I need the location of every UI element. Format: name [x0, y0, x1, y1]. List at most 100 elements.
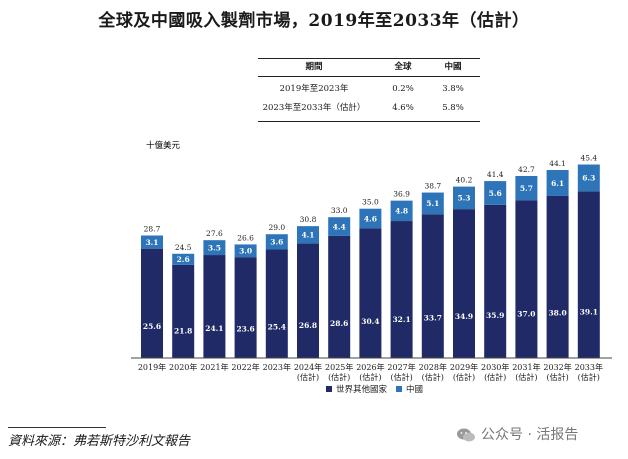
cagr-header-china: 中國 — [444, 62, 462, 72]
y-unit-label: 十億美元 — [146, 140, 181, 151]
x-tick-label: 2032年(估計) — [543, 362, 571, 382]
x-tick-label: 2031年(估計) — [512, 362, 540, 382]
source-note: 資料來源：弗若斯特沙利文報告 — [8, 434, 191, 449]
bar-china — [515, 175, 538, 201]
data-label-rest-of-world: 37.0 — [517, 310, 535, 319]
data-label-china: 3.5 — [208, 243, 221, 252]
legend-swatch-rest-of-world — [326, 386, 332, 392]
bar-china — [297, 226, 319, 244]
data-label-total: 29.0 — [268, 223, 285, 232]
bar-china — [234, 244, 257, 258]
data-label-total: 36.9 — [393, 190, 410, 199]
bar-rest-of-world — [141, 248, 163, 358]
chart-title: 全球及中國吸入製劑市場，2019年至2033年（估計） — [98, 11, 530, 31]
data-label-total: 42.7 — [518, 165, 535, 174]
data-label-rest-of-world: 25.6 — [143, 322, 161, 331]
x-tick-label: 2021年 — [200, 362, 228, 372]
data-label-china: 4.6 — [364, 214, 377, 223]
data-label-rest-of-world: 38.0 — [548, 308, 566, 317]
legend: 世界其他國家 中國 — [326, 384, 423, 395]
data-label-total: 30.8 — [300, 215, 317, 224]
data-label-total: 26.6 — [237, 233, 254, 242]
data-label-rest-of-world: 24.1 — [205, 324, 223, 333]
x-tick-label: 2033年(估計) — [575, 362, 603, 382]
x-tick-label: 2020年 — [169, 362, 197, 372]
x-tick-label: 2023年 — [263, 362, 291, 372]
x-tick-label: 2019年 — [138, 362, 166, 372]
bar-rest-of-world — [297, 243, 319, 358]
data-label-rest-of-world: 23.6 — [236, 324, 254, 333]
bar-china — [421, 192, 444, 215]
x-tick-label: 2030年(估計) — [481, 362, 509, 382]
x-tick-label: 2029年(估計) — [450, 362, 478, 382]
data-label-china: 3.0 — [239, 247, 252, 256]
bar-rest-of-world — [203, 255, 226, 358]
data-label-china: 3.1 — [145, 238, 158, 247]
data-label-china: 6.1 — [551, 179, 564, 188]
cagr-period: 2019年至2023年 — [279, 84, 349, 94]
data-label-total: 41.4 — [487, 170, 504, 179]
cagr-header-period: 期間 — [305, 62, 323, 72]
data-label-china: 4.4 — [333, 222, 346, 231]
bar-china — [203, 240, 226, 256]
bar-rest-of-world — [265, 249, 288, 358]
data-label-china: 6.3 — [582, 174, 595, 183]
cagr-header-row: 期間 全球 中國 — [258, 60, 480, 74]
data-label-rest-of-world: 39.1 — [580, 307, 598, 316]
data-label-total: 28.7 — [144, 224, 161, 233]
wechat-icon — [457, 428, 475, 442]
data-label-rest-of-world: 30.4 — [361, 317, 379, 326]
bar-rest-of-world — [484, 204, 507, 358]
cagr-global: 4.6% — [392, 103, 414, 113]
bar-china — [577, 164, 600, 192]
data-label-rest-of-world: 25.4 — [268, 322, 286, 331]
bar-china — [265, 234, 288, 250]
stacked-bar-chart: 十億美元 25.6 3.1 28.7 2019年 21.8 2.6 24.5 2020年 24.… — [131, 140, 612, 395]
data-label-china: 5.7 — [520, 184, 533, 193]
bar-rest-of-world — [515, 200, 538, 358]
bar-china — [359, 208, 382, 229]
bar-rest-of-world — [172, 264, 195, 358]
bar-rest-of-world — [453, 209, 475, 358]
legend-label-rest-of-world: 世界其他國家 — [336, 384, 388, 395]
data-label-total: 44.1 — [549, 159, 566, 168]
data-label-china: 4.8 — [395, 207, 408, 216]
x-tick-label: 2022年 — [231, 362, 259, 372]
bar-rest-of-world — [546, 195, 569, 358]
bar-rest-of-world — [359, 228, 382, 358]
data-label-china: 5.6 — [489, 189, 502, 198]
bar-china — [141, 235, 163, 249]
source-divider — [8, 427, 106, 428]
data-label-total: 33.0 — [331, 206, 348, 215]
data-label-total: 45.4 — [580, 154, 597, 163]
cagr-row: 2019年至2023年 0.2% 3.8% — [258, 82, 480, 96]
bar-rest-of-world — [328, 235, 351, 358]
legend-label-china: 中國 — [406, 384, 423, 395]
data-label-total: 38.7 — [424, 182, 441, 191]
bar-china — [546, 170, 569, 196]
bar-rest-of-world — [234, 257, 257, 358]
bar-china — [390, 200, 413, 222]
cagr-row: 2023年至2033年（估計） 4.6% 5.8% — [258, 101, 480, 115]
bar-group: 25.6 3.1 28.7 2019年 21.8 2.6 24.5 2020年 24.1 3.5 2… — [138, 154, 603, 383]
bar-china — [328, 217, 351, 236]
bar-china — [484, 181, 507, 205]
watermark: 公众号 · 活报告 — [456, 424, 578, 444]
data-label-rest-of-world: 34.9 — [455, 312, 473, 321]
bar-rest-of-world — [390, 221, 413, 358]
data-label-rest-of-world: 32.1 — [392, 315, 410, 324]
cagr-period: 2023年至2033年（估計） — [262, 103, 366, 113]
data-label-total: 40.2 — [456, 176, 473, 185]
data-label-total: 35.0 — [362, 198, 379, 207]
x-tick-label: 2026年(估計) — [356, 362, 384, 382]
cagr-header-global: 全球 — [394, 62, 412, 72]
data-label-total: 27.6 — [206, 229, 223, 238]
data-label-rest-of-world: 35.9 — [486, 311, 504, 320]
data-label-rest-of-world: 21.8 — [174, 326, 192, 335]
data-label-rest-of-world: 26.8 — [299, 321, 317, 330]
x-tick-label: 2028年(估計) — [419, 362, 447, 382]
legend-swatch-china — [396, 386, 402, 392]
cagr-china: 3.8% — [442, 84, 464, 94]
x-tick-label: 2024年(估計) — [294, 362, 322, 382]
data-label-china: 2.6 — [177, 255, 190, 264]
